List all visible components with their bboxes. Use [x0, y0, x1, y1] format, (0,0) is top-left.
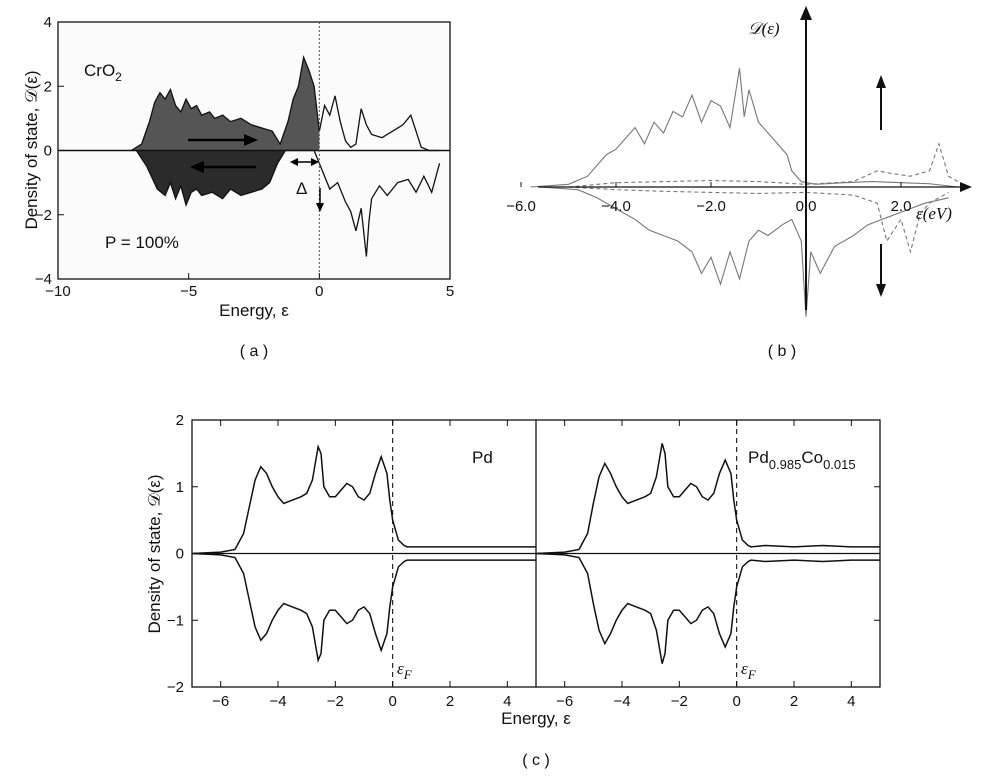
spin-down-arrowhead — [190, 161, 204, 173]
spin-up-arrowhead — [244, 134, 258, 146]
panel-b-plot-area — [530, 68, 964, 317]
panel-a-y-tick-label: 2 — [44, 78, 52, 95]
panel-c-chart: −6 −4 −2 0 2 4 −6 −4 −2 0 2 4 −2 −1 0 1 2 Pd Pd0.985Co0.… — [145, 412, 881, 728]
panel-c-ticks: −6 −4 −2 0 2 4 −6 −4 −2 0 2 4 −2 −1 0 1 2 — [167, 412, 880, 710]
panel-c-x-tick-label: 0 — [732, 693, 740, 710]
panel-c-x-tick-label: −6 — [212, 693, 229, 710]
spin-down-occupied-area — [136, 150, 320, 206]
panel-b-x-axis-label: ε(eV) — [916, 204, 952, 223]
panel-a-chart: −10 −5 0 5 −4 −2 0 2 4 CrO2 P = 100% Δ Energy, ε… — [22, 14, 454, 320]
panel-a-gap-label: Δ — [296, 179, 307, 198]
panel-c-spin-down-line — [191, 552, 536, 663]
panel-c-x-tick-label: 4 — [847, 693, 855, 710]
panel-c-x-tick-label: 0 — [388, 693, 396, 710]
panel-c-y-axis-label: Density of state, 𝒟(ε) — [145, 474, 164, 633]
panel-c-y-tick-label: −2 — [167, 679, 184, 696]
panel-c-y-tick-label: 1 — [176, 479, 184, 496]
panel-b-x-tick-label: −2.0 — [696, 198, 726, 215]
panel-c-y-tick-label: 2 — [176, 412, 184, 429]
panel-a-material-label: CrO2 — [84, 61, 122, 84]
panel-b-x-tick-label: 2.0 — [891, 198, 912, 215]
gap-down-arrowhead — [316, 203, 324, 212]
panel-a-x-tick-label: 5 — [446, 283, 454, 300]
panel-a-x-tick-label: −10 — [45, 283, 70, 300]
gap-arrowhead-left — [290, 158, 298, 166]
caption-a: ( a ) — [240, 343, 268, 360]
panel-b-x-tick-label: −4.0 — [601, 198, 631, 215]
gap-arrowhead-right — [311, 158, 319, 166]
spin-arrows — [188, 134, 324, 212]
panel-b-spin-down-arrowhead — [876, 284, 886, 297]
panel-c-y-tick-label: 0 — [176, 546, 184, 563]
spin-up-dos-line — [130, 55, 440, 152]
panel-c-x-tick-label: 2 — [446, 693, 454, 710]
panel-c-x-tick-label: 2 — [790, 693, 798, 710]
panel-b-x-tick-label: −6.0 — [506, 198, 536, 215]
panel-a-y-tick-label: −4 — [35, 271, 52, 288]
panel-a-x-tick-label: 0 — [315, 283, 323, 300]
panel-c-plot-area — [191, 420, 880, 687]
panel-c-x-axis-label: Energy, ε — [501, 709, 571, 728]
panel-c-x-tick-label: −4 — [269, 693, 286, 710]
panel-c-spin-up-line — [191, 444, 536, 555]
panel-b-down-solid-line — [539, 186, 949, 317]
spin-up-occupied-area — [131, 57, 320, 151]
panel-a-y-tick-label: −2 — [35, 207, 52, 224]
panel-a-y-tick-label: 0 — [44, 143, 52, 160]
panel-c-spin-down-line — [535, 552, 880, 664]
panel-c-fermi-label-right: εF — [741, 659, 757, 682]
panel-b-up-dashed-line — [568, 142, 964, 188]
panel-a-polarization-label: P = 100% — [105, 233, 179, 252]
panel-b-y-axis-arrowhead — [800, 6, 812, 20]
caption-c: ( c ) — [522, 752, 550, 769]
panel-c-x-tick-label: −4 — [613, 693, 630, 710]
panel-a-plot-area — [58, 22, 450, 279]
caption-b: ( b ) — [768, 343, 796, 360]
panel-c-x-tick-label: −2 — [327, 693, 344, 710]
panel-c-right-label: Pd0.985Co0.015 — [748, 448, 856, 472]
panel-b-chart: −6.0 −4.0 −2.0 0.0 2.0 𝒟(ε) ε(eV) — [506, 6, 972, 317]
panel-c-spin-up-line — [535, 443, 880, 555]
panel-b-x-axis-arrowhead — [960, 182, 972, 192]
panel-c-fermi-label-left: εF — [397, 659, 413, 682]
panel-c-x-tick-label: 4 — [503, 693, 511, 710]
panel-a-y-axis-label: Density of state, 𝒟(ε) — [22, 70, 41, 229]
panel-b-y-axis-label: 𝒟(ε) — [748, 19, 780, 38]
panel-c-y-tick-label: −1 — [167, 612, 184, 629]
panel-a-x-tick-label: −5 — [180, 283, 197, 300]
panel-b-down-dashed-line — [568, 186, 949, 254]
panel-c-left-label: Pd — [472, 448, 493, 467]
panel-c-x-tick-label: −2 — [671, 693, 688, 710]
panel-b-up-solid-line — [530, 68, 959, 188]
panel-a-y-tick-label: 4 — [44, 14, 52, 31]
panel-c-x-tick-label: −6 — [556, 693, 573, 710]
panel-b-spin-up-arrowhead — [876, 75, 886, 88]
panel-a-ticks: −10 −5 0 5 −4 −2 0 2 4 — [35, 14, 454, 300]
panel-a-x-axis-label: Energy, ε — [219, 301, 289, 320]
